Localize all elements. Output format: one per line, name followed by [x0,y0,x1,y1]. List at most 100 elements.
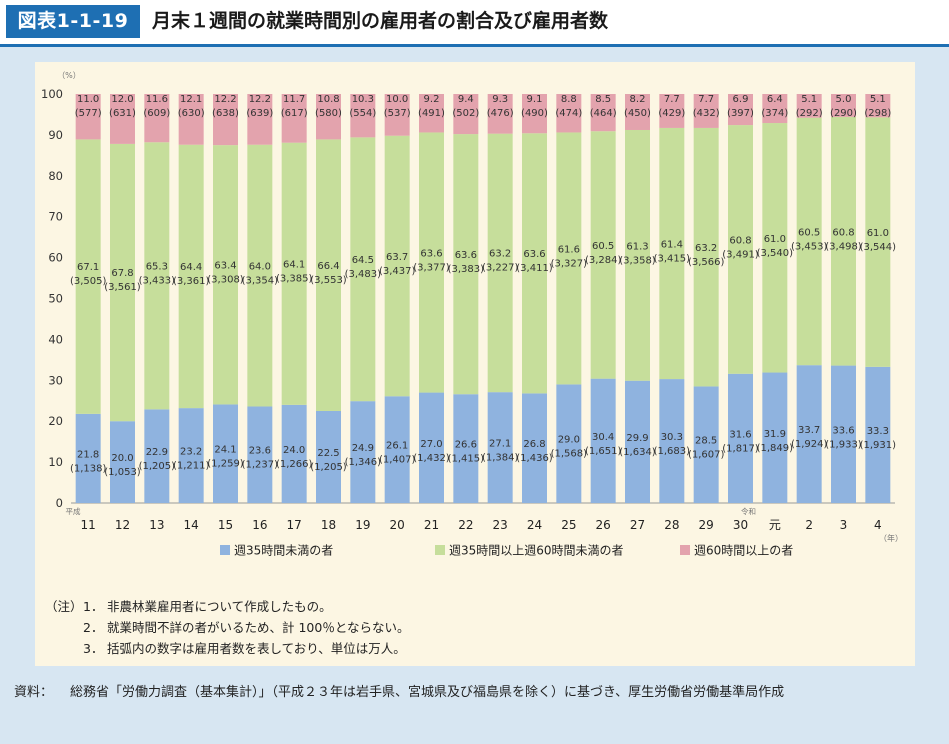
count-label: (3,540) [757,248,794,259]
count-label: (1,651) [585,446,622,457]
count-label: (1,933) [825,439,862,450]
count-label: (432) [693,108,720,119]
bar-segment [110,421,135,503]
data-label: 12.2 [249,94,271,105]
bar-segment [522,393,547,503]
count-label: (3,377) [413,262,450,273]
bar-segment [247,94,273,145]
x-tick-label: 20 [390,518,405,532]
count-label: (3,361) [173,276,210,287]
data-label: 30.3 [661,432,683,443]
x-tick-label: 24 [527,518,542,532]
data-label: 8.2 [630,94,646,105]
count-label: (3,385) [276,274,313,285]
count-label: (1,931) [860,440,897,451]
bar-segment [625,94,650,130]
bar-segment [316,139,341,411]
data-label: 26.6 [455,440,477,451]
count-label: (3,491) [722,249,759,260]
data-label: 63.6 [455,250,477,261]
data-label: 63.2 [489,249,511,260]
count-label: (3,358) [619,255,656,266]
x-tick-label: 12 [115,518,130,532]
note-text: 括弧内の数字は雇用者数を表しており、単位は万人。 [107,641,406,656]
legend-label: 週60時間以上の者 [694,544,793,558]
count-label: (1,607) [688,450,725,461]
bar-segment [796,365,822,503]
bar-segment [762,123,788,373]
bar-segment [144,409,170,503]
bar-segment [865,366,891,503]
data-label: 29.9 [626,433,648,444]
count-label: (3,437) [379,266,416,277]
data-label: 60.8 [729,235,751,246]
x-tick-label: 26 [596,518,611,532]
data-label: 27.1 [489,439,511,450]
x-tick-label: 11 [81,518,96,532]
count-label: (3,498) [825,241,862,252]
bar-segment [75,413,101,503]
bar-segment [590,94,616,132]
data-label: 61.0 [764,234,786,245]
count-label: (1,259) [207,459,244,470]
count-label: (1,436) [516,453,553,464]
count-label: (476) [487,108,514,119]
count-label: (397) [727,108,754,119]
bar-segment [213,94,238,146]
count-label: (1,432) [413,453,450,464]
bar-segment [350,137,376,402]
count-label: (292) [796,108,823,119]
data-label: 20.0 [111,453,133,464]
y-tick-label: 80 [48,169,63,183]
bar-segment [453,394,479,503]
y-tick-label: 20 [48,414,63,428]
count-label: (3,453) [791,241,828,252]
x-tick-label: 29 [699,518,714,532]
legend-swatch [435,545,445,555]
header: 図表1-1-19 月末１週間の就業時間別の雇用者の割合及び雇用者数 [0,0,949,47]
bar-segment [316,94,341,140]
bar-segment [281,404,307,503]
x-tick-label: 元 [769,518,781,532]
count-label: (3,505) [70,276,107,287]
data-label: 12.0 [111,94,133,105]
count-label: (474) [555,108,582,119]
x-tick-label: 23 [493,518,508,532]
bar-segment [659,94,685,128]
bar-segment [693,127,719,387]
count-label: (1,384) [482,453,519,464]
bar-segment [419,132,444,393]
count-label: (3,354) [242,275,279,286]
data-label: 9.3 [492,94,508,105]
y-tick-label: 30 [48,373,63,387]
data-label: 22.5 [317,448,339,459]
count-label: (630) [178,108,205,119]
count-label: (3,433) [139,275,176,286]
x-tick-label: 13 [149,518,164,532]
note-number: 3． [83,641,104,656]
count-label: (1,138) [70,463,107,474]
data-label: 27.0 [420,439,442,450]
x-tick-label: 25 [561,518,576,532]
bar-segment [384,135,410,397]
bar-segment [865,117,891,367]
bar-segment [522,94,547,134]
note-row: 2． 就業時間不詳の者がいるため、計 100％とならない。 [35,617,915,638]
bar-segment [453,134,479,395]
bar-segment [213,404,238,503]
data-label: 63.2 [695,243,717,254]
data-label: 64.5 [352,255,374,266]
count-label: (3,327) [551,258,588,269]
bar-segment [865,94,891,118]
y-unit-label: （%） [57,71,81,80]
bar-segment [75,94,101,140]
count-label: (1,817) [722,443,759,454]
count-label: (450) [624,108,651,119]
stacked-bar-chart: （%） 0 10 20 30 40 50 60 70 80 90 100 21.8 (1,138) 67.1… [41,71,903,558]
data-label: 8.5 [595,94,611,105]
count-label: (3,483) [345,269,382,280]
bar-segment [247,406,273,503]
bar-segment [659,127,685,380]
bar-segment [831,94,856,117]
data-label: 63.6 [523,249,545,260]
